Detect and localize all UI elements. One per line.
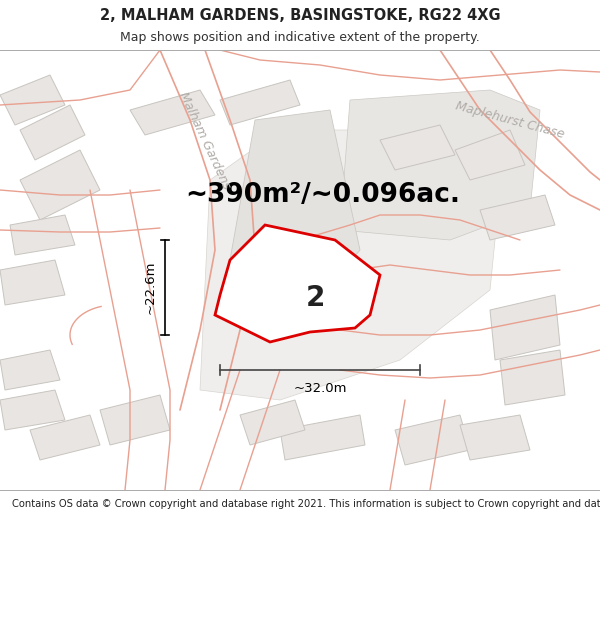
Text: Maplehurst Chase: Maplehurst Chase [454,99,566,141]
Text: 2: 2 [305,284,325,312]
Polygon shape [0,260,65,305]
Text: ~32.0m: ~32.0m [293,382,347,395]
Polygon shape [10,215,75,255]
Polygon shape [480,195,555,240]
Text: Contains OS data © Crown copyright and database right 2021. This information is : Contains OS data © Crown copyright and d… [12,499,600,509]
Text: Malham Gardens: Malham Gardens [177,89,233,191]
Polygon shape [230,110,360,315]
Polygon shape [380,125,455,170]
Text: ~22.6m: ~22.6m [144,261,157,314]
Polygon shape [215,225,380,342]
Text: Map shows position and indicative extent of the property.: Map shows position and indicative extent… [120,31,480,44]
Polygon shape [100,395,170,445]
Polygon shape [395,415,470,465]
Polygon shape [0,350,60,390]
Polygon shape [200,130,500,400]
Polygon shape [340,90,540,240]
Polygon shape [130,90,215,135]
Text: ~390m²/~0.096ac.: ~390m²/~0.096ac. [185,182,460,208]
Polygon shape [30,415,100,460]
Text: 2, MALHAM GARDENS, BASINGSTOKE, RG22 4XG: 2, MALHAM GARDENS, BASINGSTOKE, RG22 4XG [100,8,500,22]
Polygon shape [455,130,525,180]
Polygon shape [490,295,560,360]
Polygon shape [500,350,565,405]
Polygon shape [0,75,65,125]
Polygon shape [280,415,365,460]
Polygon shape [240,400,305,445]
Polygon shape [460,415,530,460]
Polygon shape [0,390,65,430]
Polygon shape [220,80,300,125]
Polygon shape [20,105,85,160]
Polygon shape [20,150,100,220]
